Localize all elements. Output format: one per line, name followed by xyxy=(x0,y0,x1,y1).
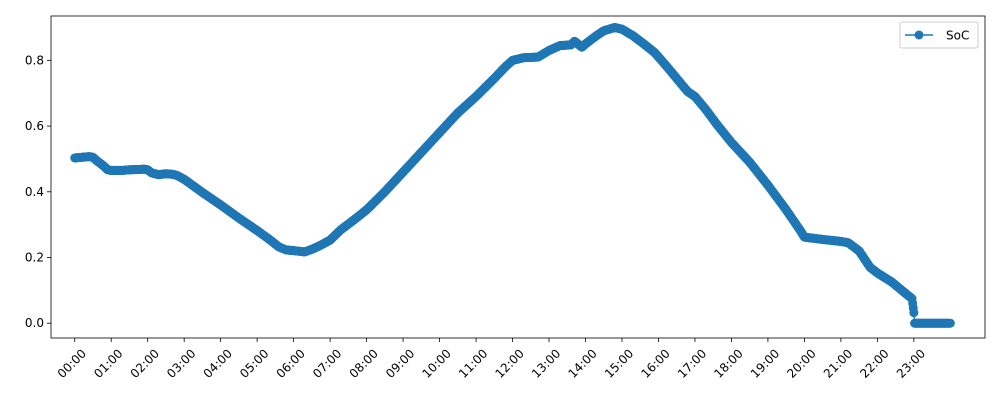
y-tick-label: 0.6 xyxy=(25,119,44,133)
soc-data-point xyxy=(945,318,955,328)
series-layer xyxy=(70,23,955,328)
plot-area xyxy=(51,16,985,338)
legend: SoC xyxy=(899,21,979,49)
y-tick-label: 0.4 xyxy=(25,185,44,199)
soc-series-markers xyxy=(70,23,955,328)
y-tick-label: 0.2 xyxy=(25,251,44,265)
y-axis: 0.0 0.2 0.4 0.6 0.8 xyxy=(25,53,51,330)
legend-label-soc: SoC xyxy=(946,29,969,43)
y-tick-label: 0.8 xyxy=(25,53,44,67)
legend-box xyxy=(899,21,979,49)
y-tick-label: 0.0 xyxy=(25,316,44,330)
soc-data-point xyxy=(909,308,919,318)
plot-frame xyxy=(50,15,986,339)
legend-marker-swatch xyxy=(914,30,924,40)
